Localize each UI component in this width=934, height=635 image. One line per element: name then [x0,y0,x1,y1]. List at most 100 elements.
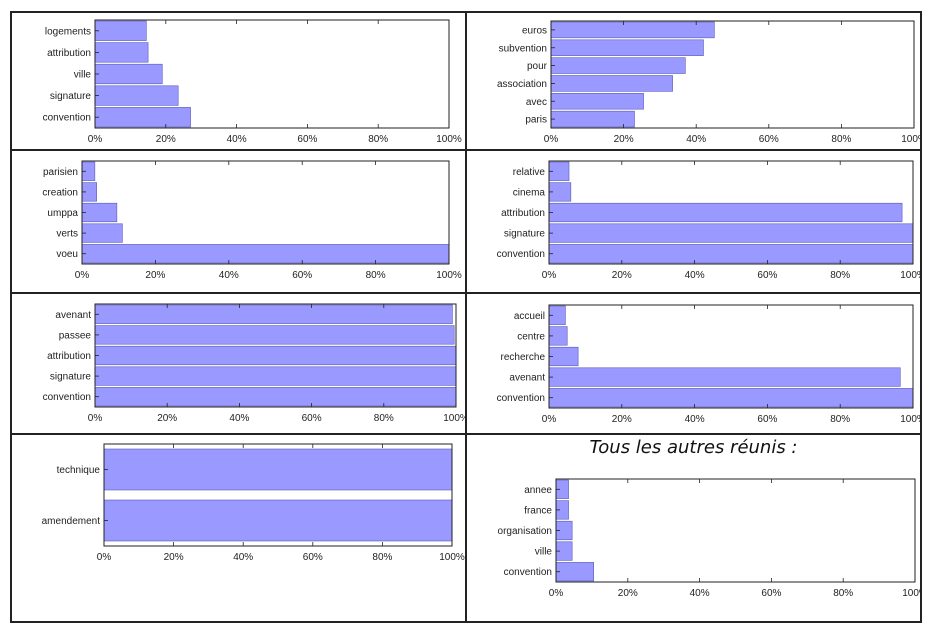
x-tick-label: 60% [757,414,777,425]
bar-association [550,75,673,92]
bar-chart-svg: convention signature attribution cinema rela… [497,160,920,281]
bar-chart-svg: convention ville organisation france annee 0%… [498,478,921,599]
category-label: attribution [501,208,545,219]
bar-chart-svg: convention signature ville attribution logem… [43,19,462,145]
bar-chart-svg: convention avenant recherche centre accueil 0… [497,304,921,425]
bar-logements [94,20,147,41]
category-label: ville [74,70,92,81]
x-tick-label: 100% [436,134,462,145]
x-tick-label: 20% [614,134,634,145]
category-label: cinema [513,187,546,198]
category-label: paris [525,115,547,126]
bar-chart-svg: convention signature attribution passee aven… [43,303,466,424]
category-label: avenant [509,373,545,384]
x-tick-label: 40% [219,270,239,281]
x-tick-label: 40% [227,134,247,145]
bar-amendement [103,499,453,542]
x-tick-label: 40% [685,414,705,425]
bar-chart-svg: amendement technique 0% 20% 40% 60% 80% 100% [42,443,465,563]
category-label: centre [517,331,545,342]
x-tick-label: 20% [164,552,184,563]
axes-frame [548,304,914,409]
x-tick-label: 0% [542,270,557,281]
chart-panel-2: paris avec association pour subvention euros 0… [466,12,921,150]
x-tick-label: 80% [368,134,388,145]
category-label: passee [59,330,92,341]
category-label: convention [497,249,545,260]
bar-convention [548,388,914,408]
chart-panel-4: convention signature attribution cinema rela… [466,150,921,293]
x-tick-label: 0% [544,134,559,145]
category-label: convention [43,392,91,403]
bar-attribution [94,345,457,366]
x-tick-label: 20% [612,414,632,425]
x-tick-label: 40% [685,270,705,281]
category-label: signature [50,91,92,102]
x-tick-label: 60% [303,552,323,563]
x-tick-label: 20% [156,134,176,145]
bar-convention [548,244,914,264]
bar-subvention [550,39,704,56]
category-label: attribution [47,48,91,59]
category-label: avenant [55,310,91,321]
x-tick-label: 40% [686,134,706,145]
category-label: attribution [47,351,91,362]
x-tick-label: 60% [302,413,322,424]
category-label: parisien [43,167,78,178]
category-label: organisation [498,526,552,537]
category-label: convention [497,393,545,404]
category-label: avec [526,97,547,108]
x-tick-label: 60% [757,270,777,281]
bar-signature [548,223,914,243]
category-label: annee [524,485,552,496]
bar-avenant [94,304,453,324]
bar-avec [550,93,644,110]
chart-panel-1: convention signature ville attribution logem… [11,12,466,150]
bar-avenant [548,367,901,387]
axes-frame [555,478,916,583]
bar-chart-svg: voeu verts umppa creation parisien 0% 20% 40% 60… [42,160,462,281]
x-tick-label: 0% [75,270,90,281]
x-tick-label: 20% [612,270,632,281]
bar-attribution [548,202,903,223]
bar-verts [81,223,123,243]
x-tick-label: 100% [902,588,921,599]
x-tick-label: 80% [366,270,386,281]
axes-frame [550,20,915,129]
bar-euros [550,21,715,39]
axes-frame [81,160,450,265]
x-tick-label: 0% [549,588,564,599]
category-label: accueil [514,311,545,322]
x-tick-label: 0% [88,413,103,424]
bar-attribution [94,42,149,63]
bar-technique [103,448,453,491]
axes-frame [103,443,453,547]
x-tick-label: 80% [372,552,392,563]
bar-chart-svg: paris avec association pour subvention euros 0… [497,20,920,145]
bar-umppa [81,202,118,223]
category-label: pour [527,61,548,72]
category-label: umppa [47,208,78,219]
axes-frame [94,19,450,129]
x-tick-label: 80% [830,414,850,425]
category-label: creation [42,187,78,198]
x-tick-label: 60% [297,134,317,145]
category-label: euros [522,25,547,36]
category-label: technique [57,465,101,476]
x-tick-label: 80% [374,413,394,424]
x-tick-label: 60% [761,588,781,599]
x-tick-label: 100% [900,414,921,425]
x-tick-label: 40% [233,552,253,563]
category-label: ville [535,547,553,558]
category-label: subvention [499,43,547,54]
x-tick-label: 40% [690,588,710,599]
panel-title: Tous les autres réunis : [589,437,798,458]
bar-signature [94,85,179,106]
bar-convention [555,562,594,582]
bar-voeu [81,244,450,264]
x-tick-label: 20% [157,413,177,424]
x-tick-label: 100% [443,413,466,424]
category-label: amendement [42,516,101,527]
chart-panel-8: Tous les autres réunis : convention ville… [466,434,921,622]
category-label: convention [504,567,552,578]
